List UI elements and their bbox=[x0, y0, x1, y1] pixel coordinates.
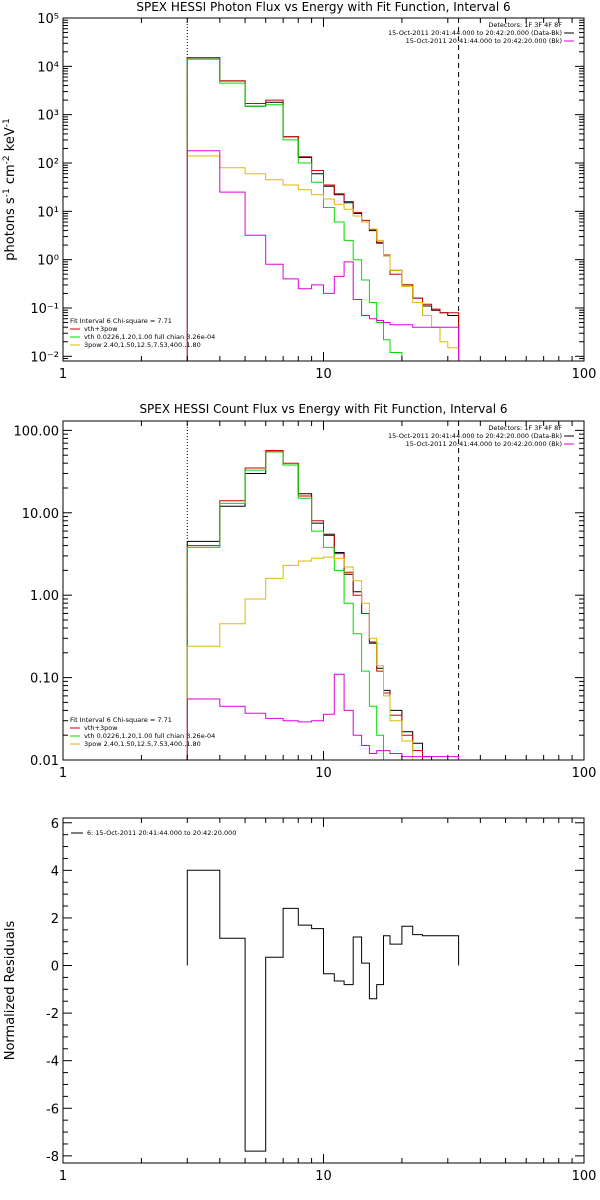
series-magenta-line bbox=[186, 673, 460, 760]
y-axis-label-part: keV bbox=[3, 127, 18, 155]
y-tick-label: 1.00 bbox=[30, 589, 59, 604]
y-axis-label-part: cm bbox=[3, 164, 18, 188]
x-tick-label: 10 bbox=[315, 1169, 332, 1184]
y-tick-label: 10⁻¹ bbox=[30, 302, 59, 317]
y-tick-label: 10⁰ bbox=[37, 254, 59, 269]
y-tick-label: 10⁻² bbox=[30, 350, 59, 365]
legend-entry-label: 15-Oct-2011 20:41:44.000 to 20:42:20.000… bbox=[388, 432, 562, 440]
y-tick-label: 2 bbox=[51, 912, 59, 927]
residual-legend-label: 6: 15-Oct-2011 20:41:44.000 to 20:42:20.… bbox=[87, 829, 236, 837]
fit-legend-label: vth+3pow bbox=[84, 325, 118, 333]
fit-legend-label: vth+3pow bbox=[84, 724, 118, 732]
series-yellow-line bbox=[186, 155, 460, 361]
y-axis-label-exponent: -2 bbox=[2, 155, 12, 164]
series-magenta-line bbox=[186, 150, 460, 361]
legend-header: Detectors: 1F 3F 4F 8F bbox=[488, 424, 562, 432]
y-tick-label: 6 bbox=[51, 817, 59, 832]
series-group bbox=[186, 869, 460, 1152]
y-axis-label-part: photons s bbox=[3, 197, 18, 261]
series-red-line bbox=[186, 450, 459, 760]
series-yellow-line bbox=[186, 556, 459, 760]
series-black-line bbox=[186, 869, 460, 1152]
count-flux-panel: SPEX HESSI Count Flux vs Energy with Fit… bbox=[14, 402, 597, 781]
legend-entry-label: 15-Oct-2011 20:41:44.000 to 20:42:20.000… bbox=[406, 440, 562, 448]
photon-flux-panel: SPEX HESSI Photon Flux vs Energy with Fi… bbox=[2, 0, 596, 382]
x-tick-label: 100 bbox=[572, 1169, 597, 1184]
y-tick-label: 10⁵ bbox=[37, 12, 59, 27]
series-black-line bbox=[186, 451, 459, 760]
y-tick-label: 0.01 bbox=[30, 754, 59, 769]
fit-legend-header: Fit Interval 6 Chi-square = 7.71 bbox=[70, 317, 172, 325]
series-group bbox=[186, 57, 460, 361]
plot-frame bbox=[62, 420, 585, 761]
x-tick-label: 1 bbox=[59, 1169, 67, 1184]
x-tick-label: 10 bbox=[315, 367, 332, 382]
fit-legend-label: 3pow 2.40,1.50,12.5,7.53,400.,1.80 bbox=[84, 740, 201, 748]
y-tick-label: -2 bbox=[46, 1007, 59, 1022]
legend-entry-label: 15-Oct-2011 20:41:44.000 to 20:42:20.000… bbox=[406, 37, 562, 45]
fit-legend-label: 3pow 2.40,1.50,12.5,7.53,400.,1.80 bbox=[84, 341, 201, 349]
x-tick-label: 100 bbox=[572, 367, 597, 382]
y-tick-label: 10⁴ bbox=[37, 60, 59, 75]
plot-frame bbox=[62, 817, 585, 1164]
residuals-panel: 1 10 100 -8 -6 -4 -2 0 2 4 6 Normalized Residuals 6:… bbox=[3, 817, 596, 1184]
x-tick-label: 100 bbox=[572, 766, 597, 781]
y-tick-label: 0 bbox=[51, 960, 59, 975]
legend-entry-label: 15-Oct-2011 20:41:44.000 to 20:42:20.000… bbox=[388, 29, 562, 37]
y-tick-label: 10.00 bbox=[22, 507, 59, 522]
chart-title: SPEX HESSI Photon Flux vs Energy with Fi… bbox=[136, 0, 510, 14]
y-tick-label: 0.10 bbox=[30, 672, 59, 687]
fit-legend-header: Fit Interval 6 Chi-square = 7.71 bbox=[70, 716, 172, 724]
x-tick-label: 1 bbox=[59, 766, 67, 781]
series-red-line bbox=[186, 57, 460, 361]
y-tick-label: -6 bbox=[46, 1102, 59, 1117]
y-axis-label-exponent: -1 bbox=[2, 118, 12, 127]
y-tick-label: 100.00 bbox=[14, 424, 60, 439]
y-tick-label: 10³ bbox=[37, 109, 59, 124]
fit-legend-label: vth 0.0226,1.20,1.00 full chian 3.26e-04 bbox=[84, 732, 215, 740]
x-tick-label: 1 bbox=[59, 367, 67, 382]
legend-header: Detectors: 1F 3F 4F 8F bbox=[488, 21, 562, 29]
y-axis-label-exponent: -1 bbox=[2, 188, 12, 197]
fit-legend-label: vth 0.0226,1.20,1.00 full chian 3.26e-04 bbox=[84, 333, 215, 341]
y-axis-label: photons s-1 cm-2 keV-1 bbox=[2, 118, 18, 260]
series-green-line bbox=[186, 58, 459, 361]
y-tick-label: 10¹ bbox=[37, 205, 59, 220]
series-black-line bbox=[186, 57, 460, 361]
y-tick-label: 4 bbox=[51, 864, 59, 879]
chart-title: SPEX HESSI Count Flux vs Energy with Fit… bbox=[139, 402, 507, 416]
x-tick-label: 10 bbox=[315, 766, 332, 781]
y-tick-label: 10² bbox=[37, 157, 59, 172]
series-group bbox=[186, 450, 460, 760]
y-tick-label: -4 bbox=[46, 1055, 59, 1070]
y-tick-label: -8 bbox=[46, 1150, 59, 1165]
y-axis-label: Normalized Residuals bbox=[3, 921, 18, 1061]
series-green-line bbox=[186, 451, 459, 760]
